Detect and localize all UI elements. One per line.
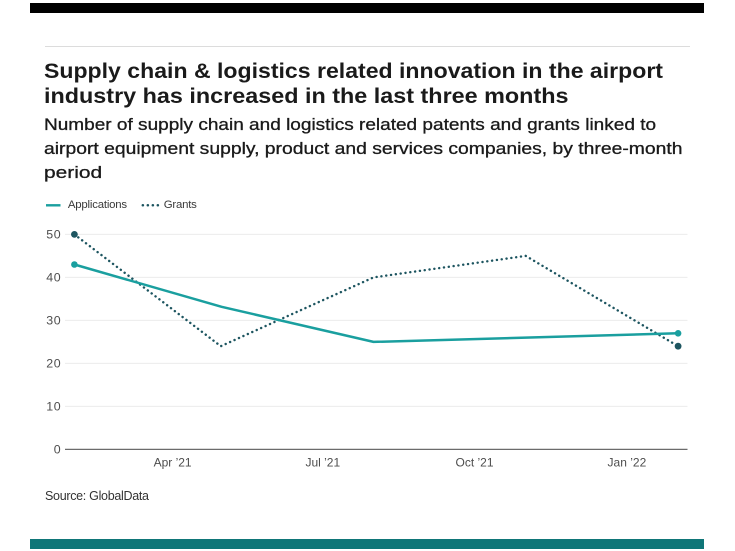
svg-text:10: 10 bbox=[46, 400, 61, 414]
svg-text:Applications: Applications bbox=[68, 199, 128, 211]
svg-text:30: 30 bbox=[46, 314, 61, 328]
svg-text:Jul ’21: Jul ’21 bbox=[305, 455, 340, 469]
svg-text:Grants: Grants bbox=[164, 199, 197, 211]
svg-text:0: 0 bbox=[54, 443, 62, 457]
svg-text:20: 20 bbox=[46, 357, 61, 371]
svg-text:Jan ’22: Jan ’22 bbox=[608, 455, 647, 469]
svg-text:50: 50 bbox=[46, 228, 61, 242]
svg-text:Oct ’21: Oct ’21 bbox=[455, 455, 493, 469]
svg-text:40: 40 bbox=[46, 271, 61, 285]
svg-text:Apr ’21: Apr ’21 bbox=[154, 455, 192, 469]
